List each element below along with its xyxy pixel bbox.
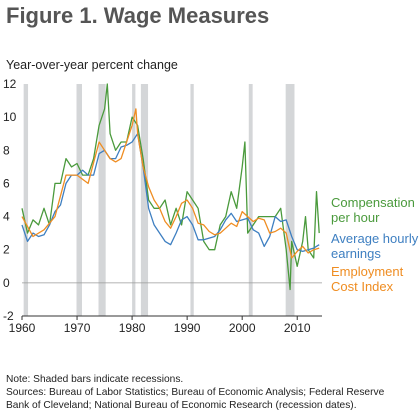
y-ticks: -2 0 2 4 6 8 10 12 (3, 77, 17, 323)
recession-bar-2 (98, 84, 106, 316)
y-tick-label-2: 2 (3, 243, 10, 257)
sources-line: Sources: Bureau of Labor Statistics; Bur… (6, 387, 385, 398)
y-tick-label-12: 12 (3, 77, 17, 91)
legend-label-compensation: per hour (331, 210, 380, 225)
y-tick-label-0: 0 (3, 276, 10, 290)
series-line-eci (21, 108, 320, 259)
recession-bar-6 (248, 84, 253, 316)
legend-label-earnings: earnings (331, 246, 381, 261)
series-line-compensation (21, 83, 320, 291)
y-tick-label-4: 4 (3, 210, 10, 224)
recession-bar-4 (140, 84, 149, 316)
recession-bars (23, 84, 295, 316)
series-line-earnings (21, 133, 320, 253)
notes: Note: Shaded bars indicate recessions. S… (6, 373, 384, 412)
y-tick-label--2: -2 (3, 309, 14, 323)
legend-label-eci: Employment (331, 264, 404, 279)
sources-line-continued: Bank of Cleveland; National Bureau of Ec… (6, 400, 357, 411)
y-tick-label-10: 10 (3, 110, 17, 124)
y-tick-label-8: 8 (3, 143, 10, 157)
figure-title: Figure 1. Wage Measures (6, 3, 270, 28)
x-tick-label-2010: 2010 (284, 321, 311, 335)
recession-bar-0 (23, 84, 29, 316)
legend-label-compensation: Compensation (331, 195, 415, 210)
recession-bar-7 (285, 84, 295, 316)
series-lines (21, 83, 320, 291)
x-ticks: 1960 1970 1980 1990 2000 2010 (9, 316, 311, 335)
x-tick-label-1990: 1990 (174, 321, 201, 335)
note-line: Note: Shaded bars indicate recessions. (6, 374, 184, 385)
recession-bar-3 (132, 84, 136, 316)
x-tick-label-1980: 1980 (119, 321, 146, 335)
y-axis-label: Year-over-year percent change (6, 58, 178, 72)
recession-bar-1 (76, 84, 82, 316)
legend-label-earnings: Average hourly (331, 231, 419, 246)
x-tick-label-2000: 2000 (229, 321, 256, 335)
x-tick-label-1960: 1960 (9, 321, 36, 335)
x-tick-label-1970: 1970 (64, 321, 91, 335)
y-tick-label-6: 6 (3, 176, 10, 190)
legend-label-eci: Cost Index (331, 279, 394, 294)
